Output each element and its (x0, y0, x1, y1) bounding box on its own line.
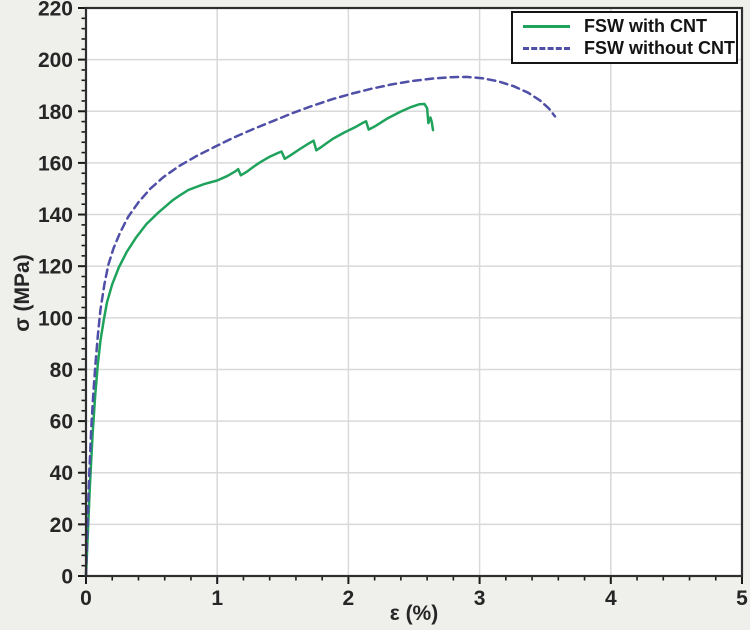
legend-label-fsw-with-cnt: FSW with CNT (584, 15, 707, 36)
y-tick-label-0: 0 (61, 566, 73, 589)
plot-background (86, 8, 742, 576)
y-tick-label-160: 160 (38, 152, 73, 175)
y-tick-label-180: 180 (38, 101, 73, 124)
x-tick-label-5: 5 (736, 587, 748, 610)
y-tick-label-80: 80 (50, 359, 73, 382)
legend-label-fsw-without-cnt: FSW without CNT (584, 37, 735, 58)
y-tick-label-40: 40 (50, 462, 73, 485)
x-tick-label-3: 3 (474, 587, 486, 610)
legend-dashed-line-sample (523, 46, 570, 50)
legend-solid-line-sample (523, 24, 570, 28)
y-tick-label-120: 120 (38, 256, 73, 279)
y-tick-label-20: 20 (50, 514, 73, 537)
y-axis-title: σ (MPa) (11, 254, 34, 332)
y-tick-label-60: 60 (50, 411, 73, 434)
x-axis-title: ε (%) (389, 602, 439, 625)
legend-item-fsw-with-cnt: FSW with CNT (523, 16, 736, 36)
x-tick-label-4: 4 (605, 587, 617, 610)
x-tick-label-0: 0 (80, 587, 92, 610)
y-tick-label-200: 200 (38, 49, 73, 72)
x-tick-label-1: 1 (211, 587, 223, 610)
y-tick-label-140: 140 (38, 204, 73, 227)
y-tick-label-100: 100 (38, 307, 73, 330)
plot-frame (84, 6, 744, 578)
curve-fsw-with-cnt (84, 102, 435, 578)
legend: FSW with CNT FSW without CNT (511, 11, 738, 64)
legend-item-fsw-without-cnt: FSW without CNT (523, 38, 736, 58)
curve-fsw-without-cnt (84, 75, 557, 578)
y-tick-label-220: 220 (38, 0, 73, 21)
x-tick-label-2: 2 (343, 587, 355, 610)
